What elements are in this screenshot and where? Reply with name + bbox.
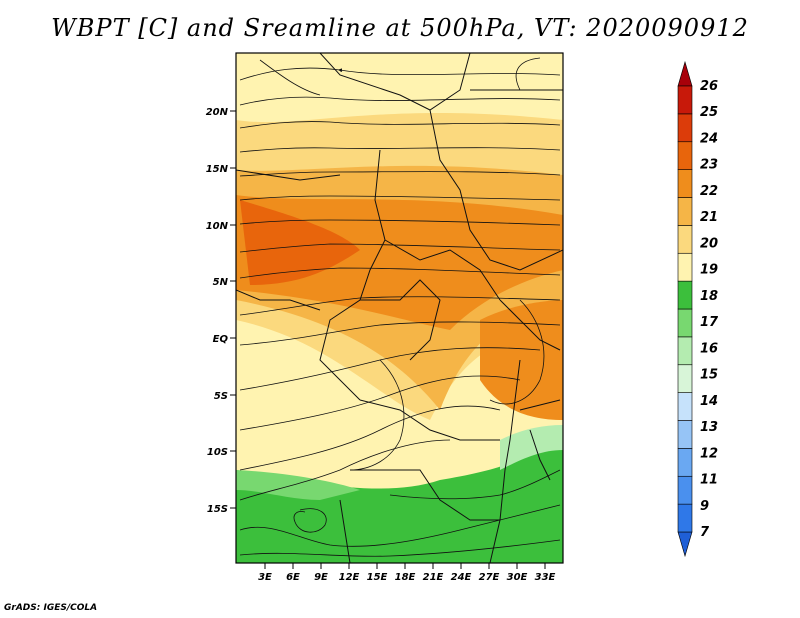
colorbar-label: 26 <box>700 79 718 94</box>
lon-label: 33E <box>535 572 556 583</box>
lon-label: 30E <box>507 572 528 583</box>
colorbar: 7 9 11 12 13 14 15 16 17 18 19 20 21 22 23 24 25 26 <box>677 60 719 558</box>
colorbar-label: 9 <box>700 499 709 514</box>
wbpt-band-16 <box>500 425 563 470</box>
colorbar-label: 21 <box>700 210 718 225</box>
colorbar-segment <box>677 113 693 143</box>
colorbar-segment <box>677 336 693 366</box>
colorbar-label: 23 <box>700 158 718 173</box>
lon-label: 24E <box>451 572 472 583</box>
colorbar-label: 25 <box>700 105 718 120</box>
colorbar-label: 12 <box>700 446 718 461</box>
lon-label: 6E <box>286 572 300 583</box>
lon-label: 21E <box>423 572 444 583</box>
credit-text: GrADS: IGES/COLA <box>4 603 98 613</box>
colorbar-label: 15 <box>700 368 718 383</box>
lat-label: 10N <box>206 221 229 232</box>
streamlines <box>239 57 561 557</box>
colorbar-segment <box>677 225 693 254</box>
lon-label: 9E <box>314 572 328 583</box>
lat-label: 5S <box>214 391 228 402</box>
lat-label: 20N <box>206 107 229 118</box>
wbpt-band-17 <box>236 470 360 500</box>
colorbar-label: 14 <box>700 394 718 409</box>
colorbar-segment <box>677 308 693 338</box>
colorbar-segment <box>677 420 693 449</box>
colorbar-label: 17 <box>700 315 719 330</box>
colorbar-segment <box>677 475 693 505</box>
colorbar-segment <box>677 141 693 170</box>
colorbar-segment <box>677 503 693 533</box>
lat-label: 5N <box>213 277 229 288</box>
map-frame <box>235 52 564 564</box>
colorbar-cap-bottom <box>677 531 693 558</box>
colorbar-segment <box>677 169 693 198</box>
colorbar-segment <box>677 85 693 115</box>
colorbar-segment <box>677 280 693 310</box>
colorbar-label: 24 <box>700 131 718 146</box>
map-panel <box>236 53 563 563</box>
colorbar-label: 13 <box>700 420 718 435</box>
colorbar-cap-top <box>677 60 693 87</box>
colorbar-segment <box>677 448 693 477</box>
lon-label: 12E <box>339 572 360 583</box>
wbpt-band-22-east <box>480 300 563 420</box>
colorbar-label: 19 <box>700 263 718 278</box>
colorbar-segment <box>677 364 693 393</box>
colorbar-segment <box>677 197 693 226</box>
colorbar-segment <box>677 252 693 282</box>
colorbar-label: 7 <box>700 525 710 540</box>
lat-label: 15S <box>207 504 228 515</box>
lon-label: 15E <box>367 572 388 583</box>
colorbar-label: 22 <box>700 184 718 199</box>
colorbar-label: 18 <box>700 289 718 304</box>
lat-label: 15N <box>206 164 229 175</box>
lat-label: 10S <box>207 447 228 458</box>
lon-axis: 3E 6E 9E 12E 15E 18E 21E 24E 27E 30E 33E <box>258 563 556 583</box>
colorbar-segment <box>677 392 693 421</box>
lat-axis: 20N 15N 10N 5N EQ 5S 10S 15S <box>206 107 236 515</box>
lon-label: 3E <box>258 572 272 583</box>
colorbar-label: 16 <box>700 341 718 356</box>
map-title: WBPT [C] and Sreamline at 500hPa, VT: 20… <box>51 14 749 42</box>
colorbar-label: 20 <box>700 236 718 251</box>
colorbar-label: 11 <box>700 473 718 488</box>
lat-label: EQ <box>213 334 229 345</box>
lon-label: 27E <box>479 572 500 583</box>
lon-label: 18E <box>395 572 416 583</box>
